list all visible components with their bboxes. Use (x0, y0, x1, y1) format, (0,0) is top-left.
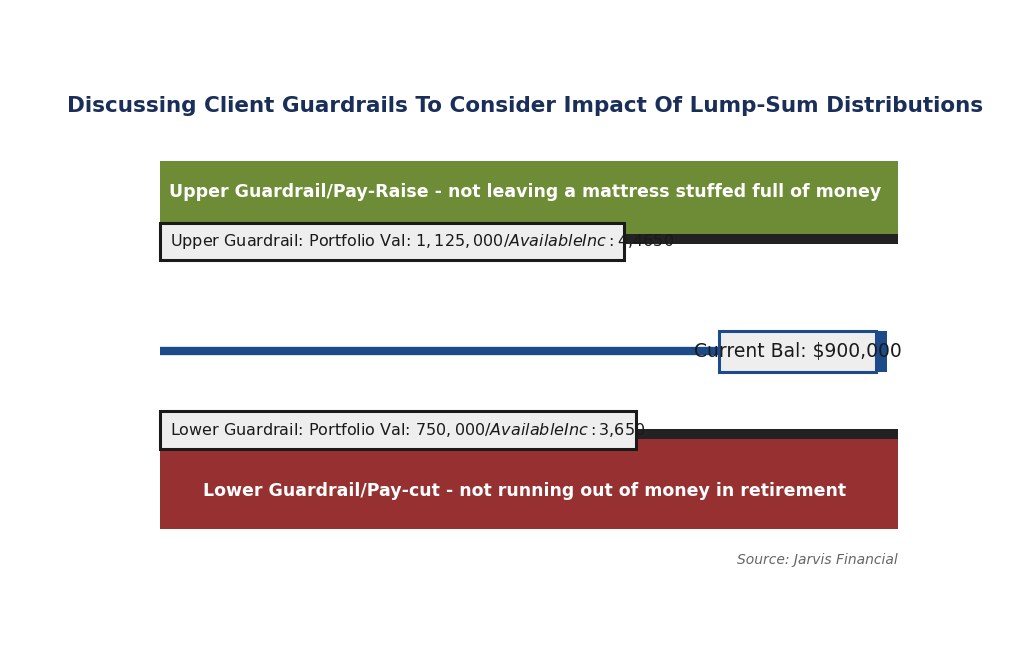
Text: Discussing Client Guardrails To Consider Impact Of Lump-Sum Distributions: Discussing Client Guardrails To Consider… (67, 96, 983, 116)
FancyBboxPatch shape (160, 161, 898, 243)
Text: Current Bal: $900,000: Current Bal: $900,000 (694, 342, 902, 361)
FancyBboxPatch shape (160, 411, 636, 449)
FancyBboxPatch shape (719, 331, 877, 372)
FancyBboxPatch shape (877, 331, 887, 372)
Text: Lower Guardrail: Portfolio Val: $750,000 / Available Inc: $3,650: Lower Guardrail: Portfolio Val: $750,000… (170, 421, 645, 439)
FancyBboxPatch shape (160, 429, 898, 529)
Text: Upper Guardrail: Portfolio Val: $1,125,000 / Available Inc: $4,4650: Upper Guardrail: Portfolio Val: $1,125,0… (170, 232, 674, 251)
FancyBboxPatch shape (160, 223, 624, 260)
Text: Lower Guardrail/Pay-cut - not running out of money in retirement: Lower Guardrail/Pay-cut - not running ou… (203, 482, 847, 500)
Text: Source: Jarvis Financial: Source: Jarvis Financial (737, 553, 898, 567)
FancyBboxPatch shape (160, 429, 898, 439)
FancyBboxPatch shape (160, 234, 898, 243)
Text: Upper Guardrail/Pay-Raise - not leaving a mattress stuffed full of money: Upper Guardrail/Pay-Raise - not leaving … (169, 184, 881, 201)
